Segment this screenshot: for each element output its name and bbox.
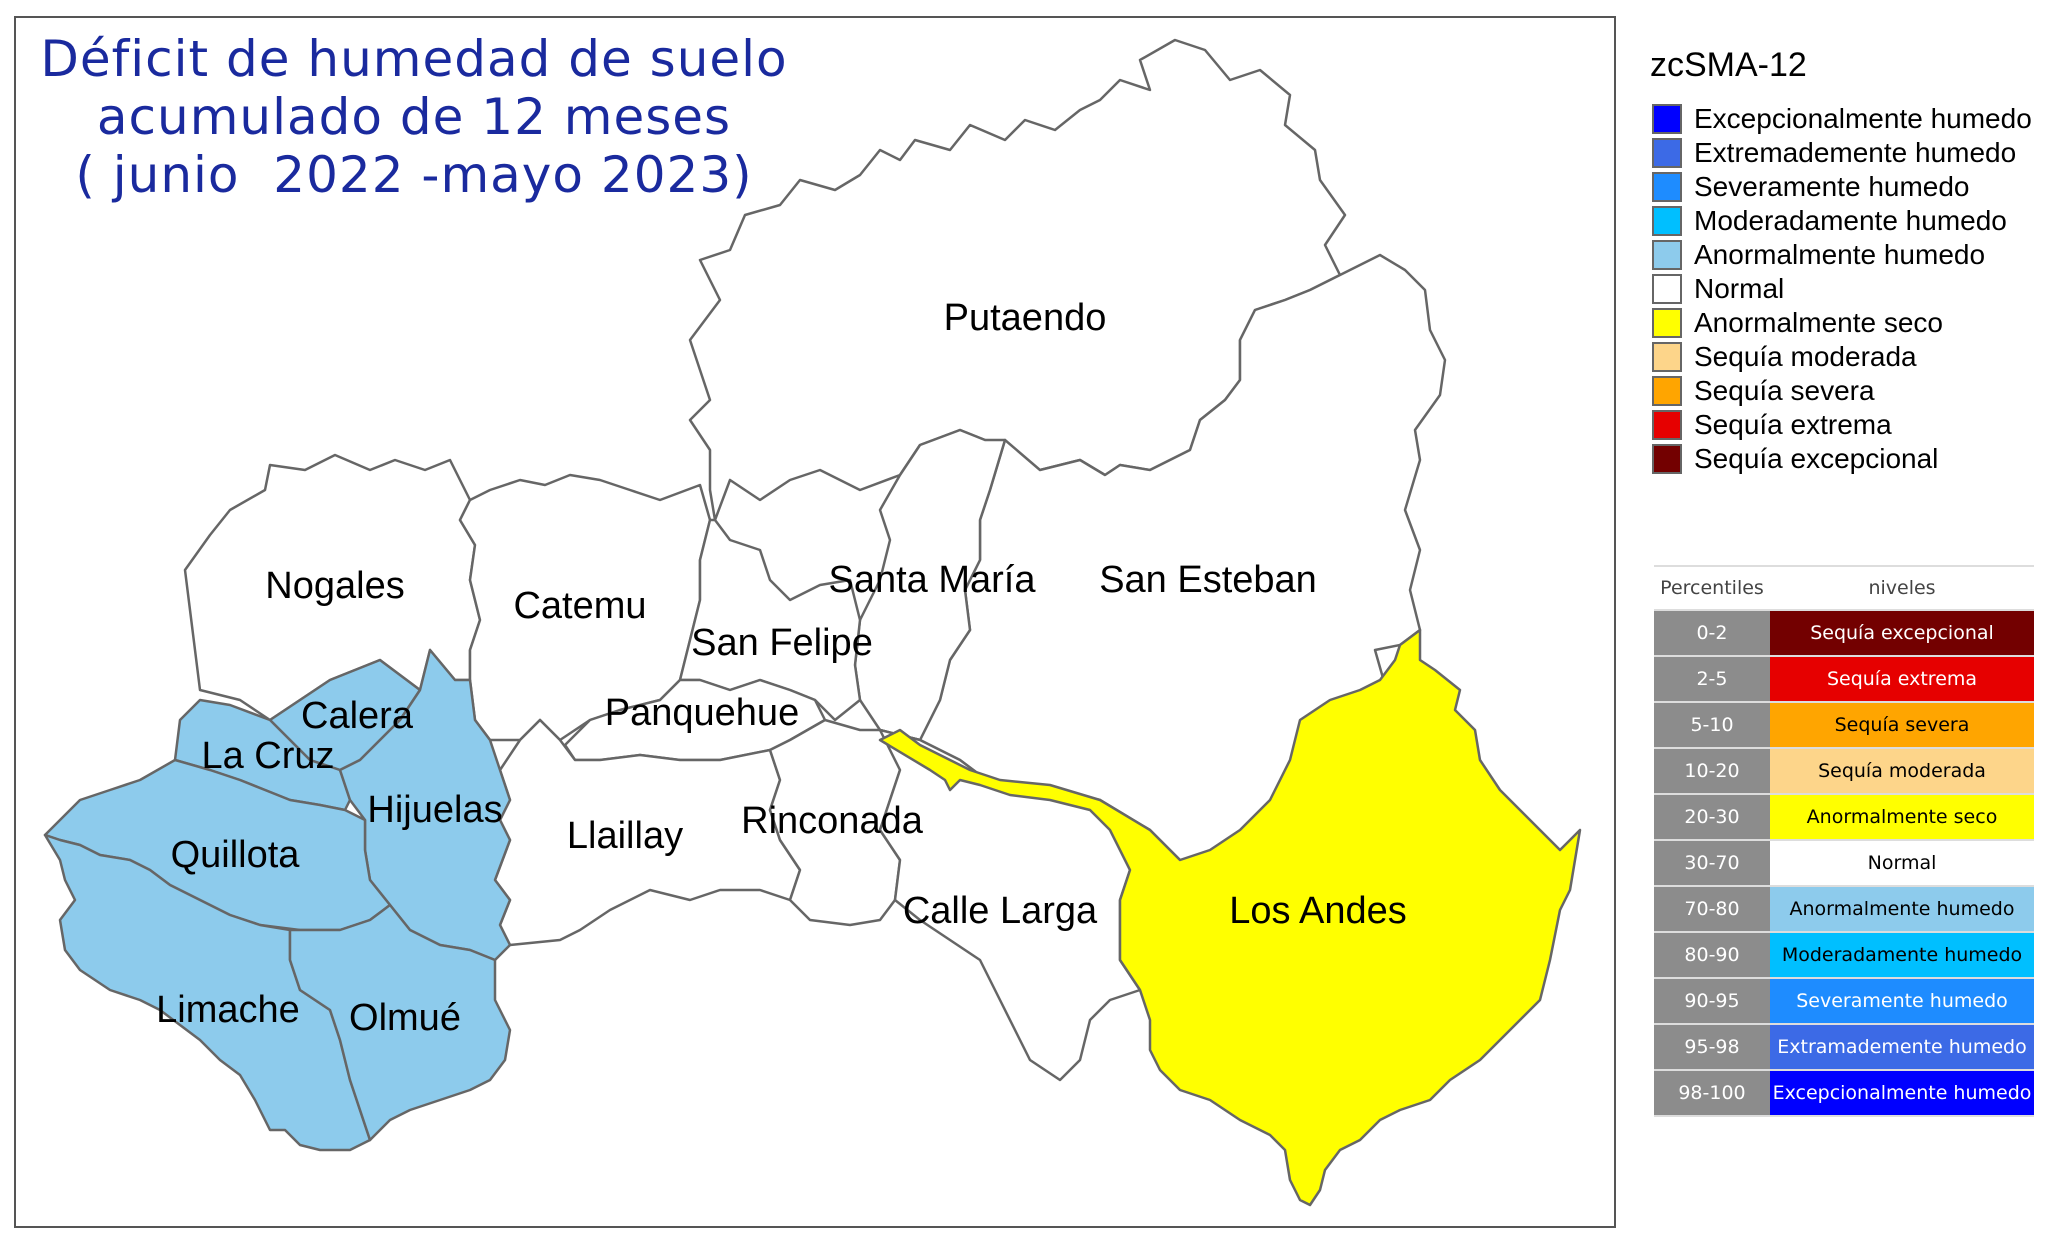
- region-san-felipe[interactable]: [678, 518, 862, 722]
- legend-item: Normal: [1652, 272, 1784, 306]
- table-row: 30-70 Normal: [1654, 840, 2034, 887]
- label-panquehue: Panquehue: [605, 692, 799, 734]
- level-cell: Severamente humedo: [1770, 978, 2034, 1025]
- legend-swatch: [1652, 444, 1682, 474]
- level-cell: Sequía severa: [1770, 702, 2034, 749]
- legend-item: Extremademente humedo: [1652, 136, 2016, 170]
- label-san-esteban: San Esteban: [1099, 559, 1317, 601]
- label-calle-larga: Calle Larga: [903, 890, 1098, 932]
- label-catemu: Catemu: [513, 585, 646, 627]
- label-putaendo: Putaendo: [944, 297, 1107, 339]
- legend-swatch: [1652, 240, 1682, 270]
- map-frame: [14, 16, 1616, 1228]
- legend-swatch: [1652, 410, 1682, 440]
- table-row: 70-80 Anormalmente humedo: [1654, 886, 2034, 933]
- percentile-range: 30-70: [1654, 840, 1770, 887]
- percentile-range: 95-98: [1654, 1024, 1770, 1071]
- level-cell: Normal: [1770, 840, 2034, 887]
- legend-item: Sequía moderada: [1652, 340, 1917, 374]
- table-row: 2-5 Sequía extrema: [1654, 656, 2034, 703]
- percentile-range: 70-80: [1654, 886, 1770, 933]
- level-cell: Sequía extrema: [1770, 656, 2034, 703]
- legend-swatch: [1652, 104, 1682, 134]
- percentile-range: 20-30: [1654, 794, 1770, 841]
- legend-label: Sequía excepcional: [1694, 443, 1939, 474]
- legend-item: Anormalmente seco: [1652, 306, 1943, 340]
- header-niveles: niveles: [1770, 565, 2034, 611]
- table-row: 5-10 Sequía severa: [1654, 702, 2034, 749]
- region-putaendo[interactable]: [688, 38, 1347, 522]
- label-olmue: Olmué: [349, 997, 461, 1039]
- percentile-range: 80-90: [1654, 932, 1770, 979]
- legend-label: Normal: [1694, 273, 1785, 304]
- label-hijuelas: Hijuelas: [367, 789, 502, 831]
- legend-label: Severamente humedo: [1694, 171, 1970, 202]
- map-title-line-2: acumulado de 12 meses: [96, 88, 732, 146]
- percentile-range: 90-95: [1654, 978, 1770, 1025]
- legend-swatch: [1652, 376, 1682, 406]
- label-nogales: Nogales: [265, 565, 404, 607]
- legend-label: Moderadamente humedo: [1694, 205, 2007, 236]
- region-olmue[interactable]: [288, 903, 512, 1142]
- level-cell: Anormalmente seco: [1770, 794, 2034, 841]
- table-row: 98-100 Excepcionalmente humedo: [1654, 1070, 2034, 1117]
- legend-label: Sequía extrema: [1694, 409, 1892, 440]
- label-santa-maria: Santa María: [829, 559, 1037, 601]
- label-la-cruz: La Cruz: [201, 735, 334, 777]
- label-calera: Calera: [301, 695, 414, 737]
- table-row: 10-20 Sequía moderada: [1654, 748, 2034, 795]
- region-santa-maria[interactable]: [853, 428, 1007, 742]
- legend-label: Sequía moderada: [1694, 341, 1917, 372]
- table-row: 0-2 Sequía excepcional: [1654, 610, 2034, 657]
- label-san-felipe: San Felipe: [691, 622, 873, 664]
- legend-swatch: [1652, 138, 1682, 168]
- label-quillota: Quillota: [171, 834, 301, 876]
- table-row: 95-98 Extramademente humedo: [1654, 1024, 2034, 1071]
- level-cell: Sequía moderada: [1770, 748, 2034, 795]
- legend-swatch: [1652, 308, 1682, 338]
- legend-swatch: [1652, 274, 1682, 304]
- legend-label: Excepcionalmente humedo: [1694, 103, 2032, 134]
- legend-title: zcSMA-12: [1650, 46, 1807, 84]
- label-rinconada: Rinconada: [741, 800, 924, 842]
- legend-label: Anormalmente humedo: [1694, 239, 1986, 270]
- map-title-line-3: ( junio 2022 -mayo 2023): [75, 146, 753, 204]
- region-limache[interactable]: [43, 833, 372, 1152]
- legend-item: Anormalmente humedo: [1652, 238, 1985, 272]
- legend-item: Excepcionalmente humedo: [1652, 102, 2032, 136]
- legend-item: Sequía extrema: [1652, 408, 1892, 442]
- header-percentiles: Percentiles: [1654, 565, 1770, 611]
- legend-label: Extremademente humedo: [1694, 137, 2017, 168]
- percentile-range: 2-5: [1654, 656, 1770, 703]
- legend-label: Sequía severa: [1694, 375, 1875, 406]
- level-cell: Anormalmente humedo: [1770, 886, 2034, 933]
- legend-swatch: [1652, 342, 1682, 372]
- table-header-row: Percentiles niveles: [1654, 565, 2034, 611]
- legend-swatch: [1652, 172, 1682, 202]
- legend-swatch: [1652, 206, 1682, 236]
- table-row: 20-30 Anormalmente seco: [1654, 794, 2034, 841]
- level-cell: Moderadamente humedo: [1770, 932, 2034, 979]
- percentile-range: 10-20: [1654, 748, 1770, 795]
- table-row: 90-95 Severamente humedo: [1654, 978, 2034, 1025]
- label-los-andes: Los Andes: [1229, 890, 1406, 932]
- level-cell: Excepcionalmente humedo: [1770, 1070, 2034, 1117]
- region-los-andes[interactable]: [878, 628, 1582, 1207]
- label-limache: Limache: [156, 989, 300, 1031]
- legend-item: Sequía excepcional: [1652, 442, 1938, 476]
- legend-item: Sequía severa: [1652, 374, 1875, 408]
- table-row: 80-90 Moderadamente humedo: [1654, 932, 2034, 979]
- percentile-range: 5-10: [1654, 702, 1770, 749]
- label-llaillay: Llaillay: [567, 815, 683, 857]
- legend-label: Anormalmente seco: [1694, 307, 1944, 338]
- percentile-range: 98-100: [1654, 1070, 1770, 1117]
- map-title-line-1: Déficit de humedad de suelo: [40, 30, 788, 88]
- legend-item: Moderadamente humedo: [1652, 204, 2007, 238]
- legend-item: Severamente humedo: [1652, 170, 1970, 204]
- percentile-range: 0-2: [1654, 610, 1770, 657]
- map-canvas: Putaendo Nogales Catemu Santa María San …: [43, 38, 1582, 1207]
- percentiles-table: Percentiles niveles 0-2 Sequía excepciona…: [1654, 565, 2034, 1117]
- level-cell: Extramademente humedo: [1770, 1024, 2034, 1071]
- level-cell: Sequía excepcional: [1770, 610, 2034, 657]
